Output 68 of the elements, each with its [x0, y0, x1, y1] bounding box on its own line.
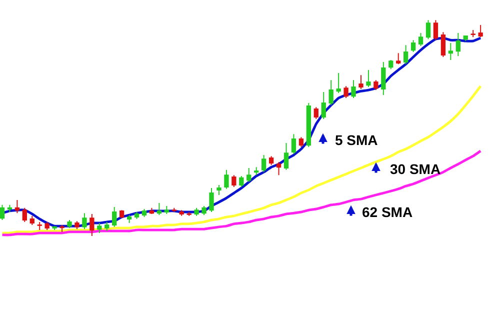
candlestick	[186, 212, 192, 216]
candlestick	[82, 212, 87, 230]
candlestick	[37, 221, 42, 230]
candlestick	[7, 204, 12, 213]
candlestick	[14, 199, 20, 214]
candlestick	[60, 224, 64, 232]
candlestick	[67, 220, 72, 229]
candlestick	[246, 167, 252, 183]
candlestick	[478, 24, 483, 38]
candlestick	[74, 220, 80, 230]
annotation: 5 SMA	[335, 132, 378, 148]
candlestick	[321, 91, 326, 120]
annotation: 62 SMA	[362, 204, 413, 220]
candlestick	[456, 32, 460, 57]
candlestick	[216, 184, 222, 196]
candlestick	[268, 156, 274, 166]
candlestick	[351, 80, 356, 99]
candlestick	[224, 169, 229, 190]
candlestick	[336, 72, 341, 94]
candlestick	[209, 188, 214, 213]
candlestick	[30, 215, 34, 226]
candlestick	[126, 214, 132, 224]
candlestick	[410, 40, 416, 53]
candlestick	[134, 212, 140, 220]
candlestick	[156, 202, 162, 216]
candlestick	[440, 32, 446, 58]
candlestick	[314, 106, 318, 120]
candlestick	[97, 222, 102, 234]
candlestick	[232, 174, 236, 188]
candlestick	[306, 102, 311, 148]
candlestick	[404, 44, 408, 65]
candlestick	[374, 80, 378, 91]
candlestick	[366, 69, 371, 88]
candlestick	[22, 207, 27, 222]
candlestick	[291, 134, 296, 154]
candlestick	[284, 142, 289, 170]
candlestick	[104, 221, 110, 232]
candlestick	[112, 206, 117, 228]
candlestick	[276, 161, 282, 176]
candlestick	[426, 20, 431, 40]
candlestick	[388, 60, 394, 70]
candlestick	[328, 80, 334, 106]
candlestick	[381, 61, 386, 96]
annotation: 30 SMA	[390, 161, 441, 177]
candlestick	[172, 207, 176, 213]
candlestick	[358, 74, 364, 90]
candlestick	[298, 136, 304, 148]
candlestick	[344, 86, 348, 99]
candlestick	[433, 20, 438, 41]
candlestick	[418, 32, 424, 46]
candlestick	[262, 154, 266, 173]
candlestick	[194, 207, 199, 216]
candlestick	[448, 42, 453, 61]
candlestick	[119, 210, 124, 219]
candlestick	[202, 205, 206, 216]
candlestick	[463, 36, 468, 42]
candlestick	[164, 205, 169, 214]
candlestick	[239, 175, 244, 188]
candlestick	[52, 226, 57, 230]
candlestick	[179, 210, 184, 216]
candlestick	[396, 52, 401, 65]
candlestick	[470, 30, 476, 38]
candlestick	[142, 208, 147, 218]
candlestick	[44, 221, 50, 230]
candlestick	[254, 166, 259, 176]
candlestick	[149, 207, 154, 214]
candlestick	[0, 204, 5, 221]
candlestick	[90, 213, 94, 236]
